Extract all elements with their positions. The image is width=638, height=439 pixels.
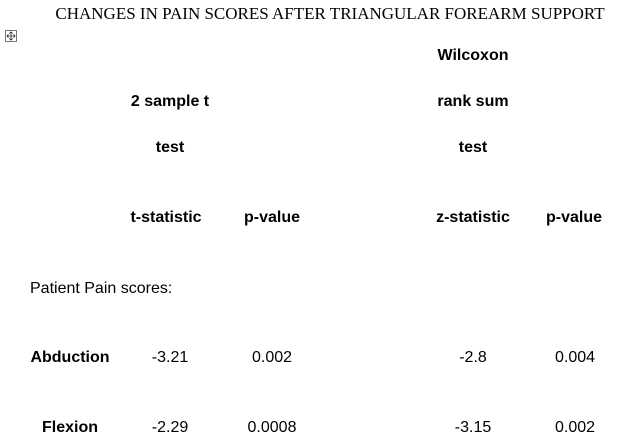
title: CHANGES IN PAIN SCORES AFTER TRIANGULAR …: [55, 4, 605, 23]
group-header: Wilcoxon: [437, 47, 509, 64]
row-label: Flexion: [41, 419, 99, 436]
column-header: z-statistic: [436, 209, 510, 226]
column-header: t-statistic: [130, 209, 202, 226]
group-header: rank sum: [437, 93, 509, 110]
cell: -2.8: [459, 349, 487, 366]
column-header: p-value: [545, 209, 603, 226]
group-header: test: [458, 139, 488, 156]
cell: -3.21: [151, 349, 189, 366]
cell: 0.002: [251, 349, 293, 366]
cell: 0.002: [554, 419, 596, 436]
cell: 0.004: [554, 349, 596, 366]
table-move-handle[interactable]: [5, 30, 17, 42]
row-label: Abduction: [30, 349, 110, 366]
group-header: 2 sample t: [130, 93, 210, 110]
cell: 0.0008: [247, 419, 297, 436]
cell: -2.29: [151, 419, 189, 436]
column-header: p-value: [243, 209, 301, 226]
cell: -3.15: [454, 419, 492, 436]
section-label: Patient Pain scores:: [30, 280, 173, 297]
group-header: test: [155, 139, 185, 156]
